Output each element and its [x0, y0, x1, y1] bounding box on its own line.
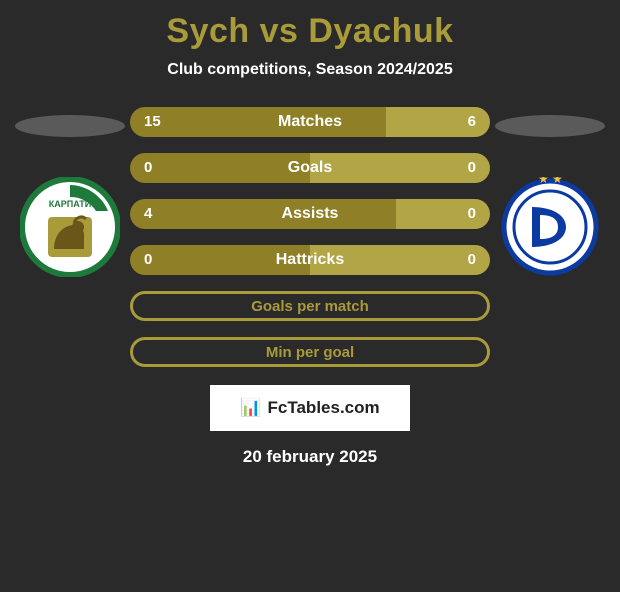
left-club-logo: КАРПАТИ — [20, 177, 120, 277]
svg-text:КАРПАТИ: КАРПАТИ — [49, 199, 91, 209]
right-team-col: ★ ★ — [490, 97, 610, 277]
chart-icon: 📊 — [240, 398, 261, 418]
bar-left-fill — [130, 245, 310, 275]
stat-bar-goals: 0 Goals 0 — [130, 153, 490, 183]
bar-left-value: 15 — [144, 107, 161, 137]
bar-right-fill — [310, 153, 490, 183]
bar-right-fill — [310, 245, 490, 275]
page-subtitle: Club competitions, Season 2024/2025 — [0, 61, 620, 79]
bar-left-value: 0 — [144, 245, 152, 275]
snapshot-date: 20 february 2025 — [0, 447, 620, 467]
page-title: Sych vs Dyachuk — [0, 12, 620, 51]
right-shadow-ellipse — [495, 115, 605, 137]
right-club-logo: ★ ★ — [500, 177, 600, 277]
brand-badge: 📊 FcTables.com — [210, 385, 410, 431]
bar-right-value: 0 — [468, 199, 476, 229]
brand-text: FcTables.com — [268, 398, 380, 418]
stat-bars: 15 Matches 6 0 Goals 0 4 Assists 0 0 Hat… — [130, 107, 490, 367]
bar-left-fill — [130, 153, 310, 183]
bar-left-value: 0 — [144, 153, 152, 183]
svg-text:★: ★ — [552, 177, 563, 186]
stat-bar-goals-per-match: Goals per match — [130, 291, 490, 321]
bar-right-value: 6 — [468, 107, 476, 137]
bar-left-fill — [130, 199, 396, 229]
stat-bar-hattricks: 0 Hattricks 0 — [130, 245, 490, 275]
bar-left-value: 4 — [144, 199, 152, 229]
svg-text:★: ★ — [538, 177, 549, 186]
stat-bar-assists: 4 Assists 0 — [130, 199, 490, 229]
left-team-col: КАРПАТИ — [10, 97, 130, 277]
left-shadow-ellipse — [15, 115, 125, 137]
stat-bar-matches: 15 Matches 6 — [130, 107, 490, 137]
stat-bar-min-per-goal: Min per goal — [130, 337, 490, 367]
bar-left-fill — [130, 107, 386, 137]
bar-right-value: 0 — [468, 245, 476, 275]
comparison-content: КАРПАТИ 15 Matches 6 0 Goals 0 4 Assists… — [0, 97, 620, 367]
bar-right-value: 0 — [468, 153, 476, 183]
